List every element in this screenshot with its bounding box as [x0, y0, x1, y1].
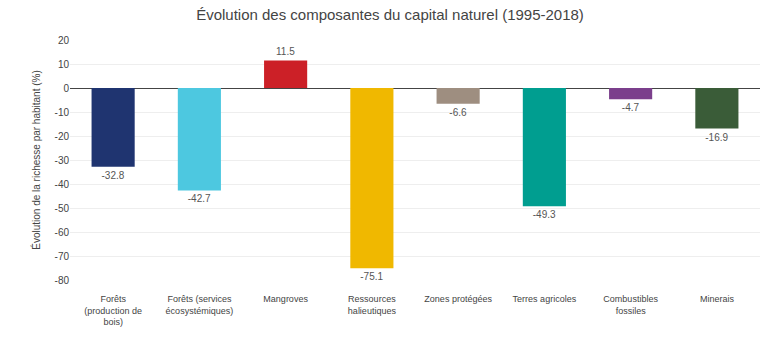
svg-text:-20: -20 [55, 131, 70, 142]
svg-text:-80: -80 [55, 275, 70, 286]
svg-text:Zones protégées: Zones protégées [424, 294, 492, 304]
svg-text:-16.9: -16.9 [705, 132, 728, 143]
svg-text:11.5: 11.5 [276, 46, 295, 57]
svg-text:20: 20 [58, 35, 70, 46]
svg-text:-30: -30 [55, 155, 70, 166]
svg-text:-40: -40 [55, 179, 70, 190]
svg-text:-50: -50 [55, 203, 70, 214]
svg-text:-32.8: -32.8 [102, 170, 125, 181]
svg-text:-75.1: -75.1 [360, 271, 383, 282]
svg-text:Forêts (servicesécosystémiques: Forêts (servicesécosystémiques) [166, 294, 234, 316]
svg-text:-4.7: -4.7 [622, 102, 640, 113]
svg-text:-6.6: -6.6 [449, 107, 467, 118]
svg-text:-49.3: -49.3 [533, 209, 556, 220]
svg-text:Ressourceshalieutiques: Ressourceshalieutiques [348, 294, 397, 316]
svg-text:Terres agricoles: Terres agricoles [513, 294, 577, 304]
svg-text:10: 10 [58, 59, 70, 70]
svg-text:-70: -70 [55, 251, 70, 262]
svg-text:Mangroves: Mangroves [263, 294, 308, 304]
svg-text:0: 0 [63, 83, 69, 94]
svg-text:Minerais: Minerais [700, 294, 735, 304]
svg-text:Forêts(production debois): Forêts(production debois) [84, 294, 142, 327]
svg-text:-60: -60 [55, 227, 70, 238]
svg-text:-42.7: -42.7 [188, 193, 211, 204]
svg-text:Évolution des composantes du c: Évolution des composantes du capital nat… [196, 6, 584, 23]
svg-text:-10: -10 [55, 107, 70, 118]
svg-text:Évolution de la richesse par h: Évolution de la richesse par habitant (%… [30, 70, 42, 250]
svg-text:Combustiblesfossiles: Combustiblesfossiles [603, 294, 658, 316]
